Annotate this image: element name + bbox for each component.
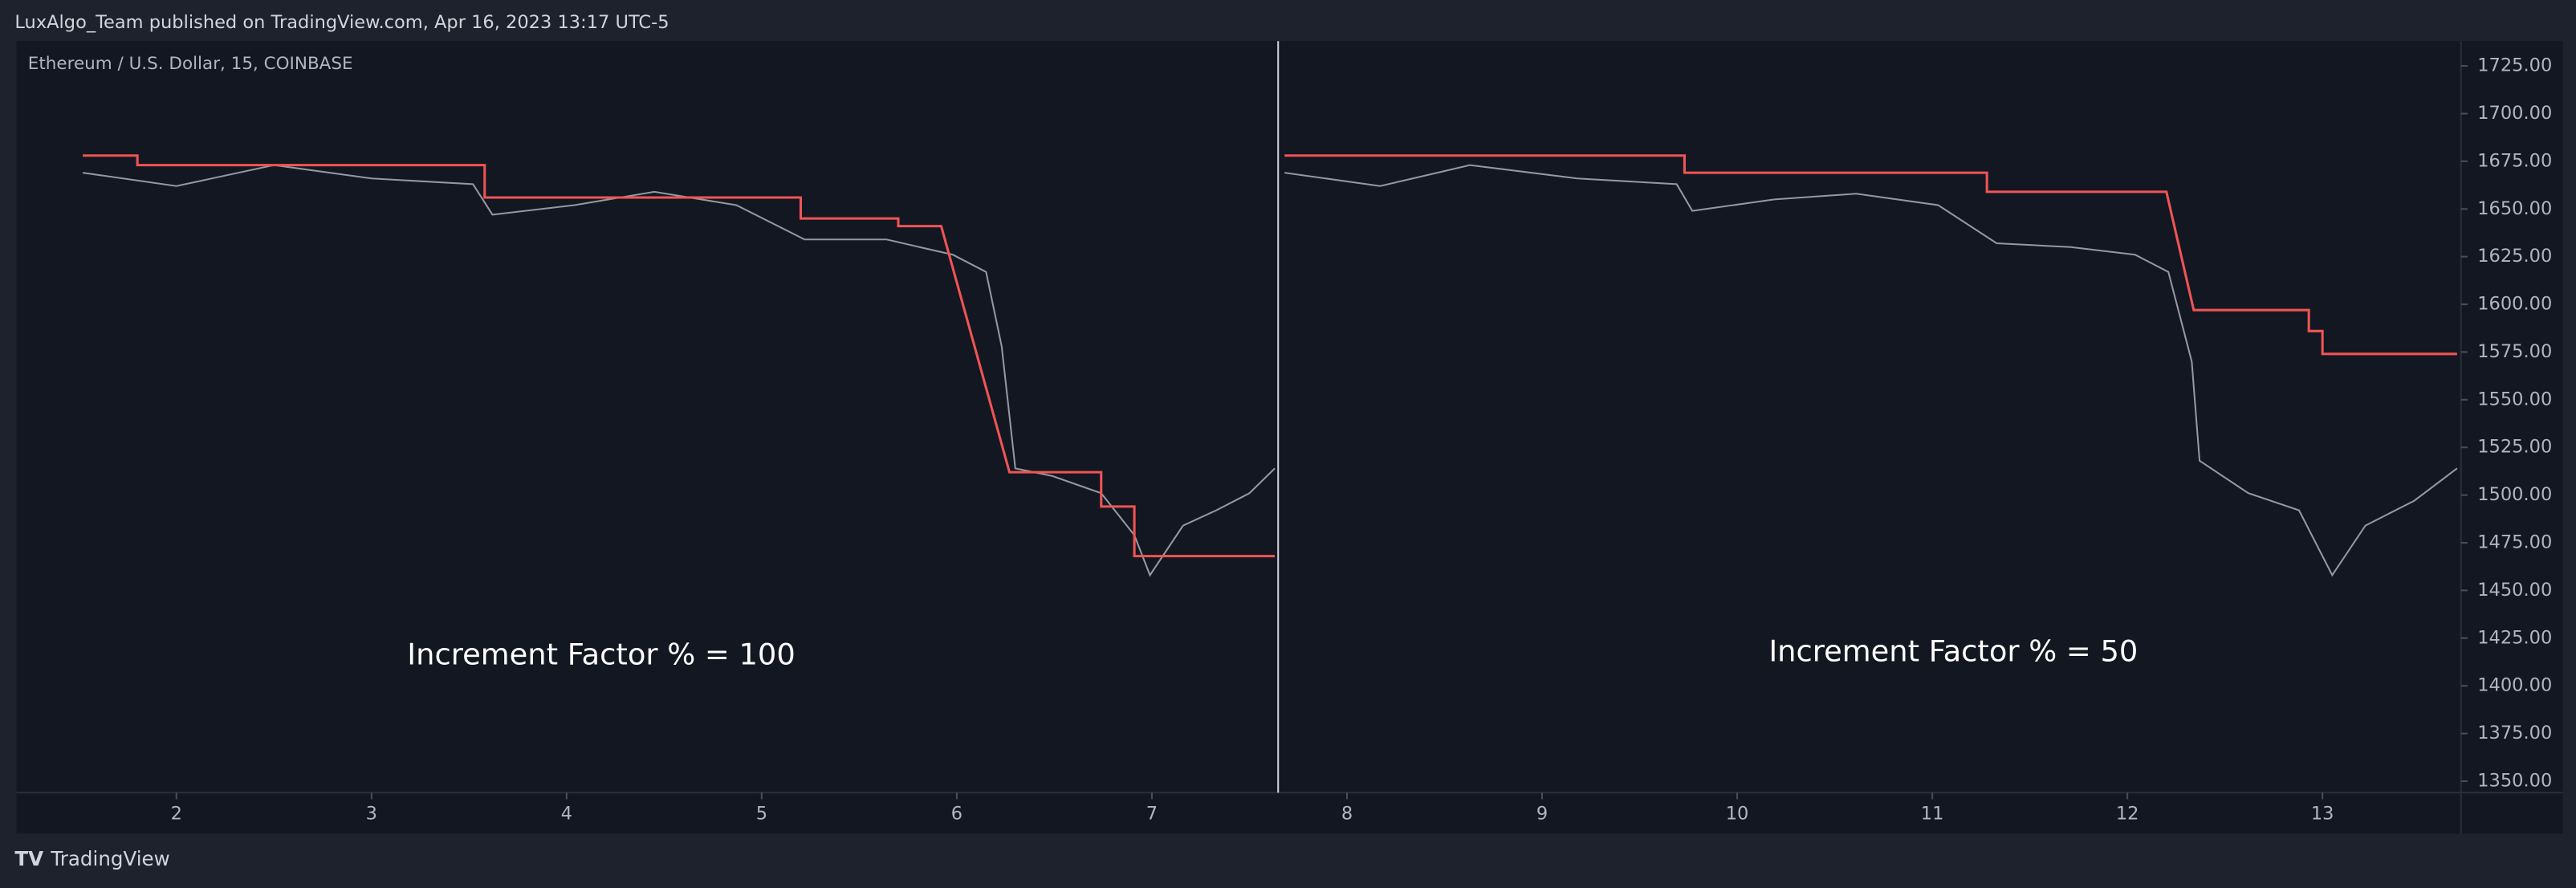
y-tick-label: 1675.00 <box>2477 150 2552 171</box>
brand-logo: TV <box>14 847 43 870</box>
x-tick-label: 3 <box>366 803 377 824</box>
x-tick-label: 4 <box>561 803 572 824</box>
plot-area <box>16 41 2461 793</box>
price-axis <box>2460 41 2563 793</box>
y-tick-label: 1350.00 <box>2477 770 2552 791</box>
y-tick-label: 1525.00 <box>2477 437 2552 458</box>
series-line <box>82 164 2458 577</box>
x-tick-label: 5 <box>756 803 767 824</box>
x-tick-label: 12 <box>2116 803 2139 824</box>
brand: TradingView <box>50 847 169 870</box>
y-tick-label: 1625.00 <box>2477 246 2552 267</box>
annotation: Increment Factor % = 50 <box>1768 634 2138 669</box>
y-tick-label: 1725.00 <box>2477 55 2552 76</box>
y-tick-label: 1375.00 <box>2477 723 2552 743</box>
x-tick-label: 7 <box>1146 803 1158 824</box>
time-axis <box>16 792 2563 834</box>
x-tick-label: 2 <box>171 803 182 824</box>
series-line <box>83 154 2457 558</box>
y-tick-label: 1550.00 <box>2477 389 2552 409</box>
annotation: Increment Factor % = 100 <box>407 637 795 672</box>
header: LuxAlgo_Team published on TradingView.co… <box>14 12 669 33</box>
x-tick-label: 9 <box>1536 803 1548 824</box>
y-tick-label: 1475.00 <box>2477 532 2552 552</box>
x-tick-label: 8 <box>1341 803 1353 824</box>
y-tick-label: 1600.00 <box>2477 294 2552 315</box>
y-tick-label: 1450.00 <box>2477 580 2552 601</box>
symbol: Ethereum / U.S. Dollar, 15, COINBASE <box>28 54 353 74</box>
y-tick-label: 1500.00 <box>2477 484 2552 505</box>
x-tick-label: 13 <box>2311 803 2334 824</box>
y-tick-label: 1700.00 <box>2477 103 2552 124</box>
y-tick-label: 1650.00 <box>2477 198 2552 219</box>
y-tick-label: 1400.00 <box>2477 675 2552 696</box>
y-tick-label: 1425.00 <box>2477 627 2552 648</box>
y-tick-label: 1575.00 <box>2477 341 2552 362</box>
x-tick-label: 10 <box>1726 803 1749 824</box>
x-tick-label: 6 <box>951 803 962 824</box>
x-tick-label: 11 <box>1921 803 1944 824</box>
